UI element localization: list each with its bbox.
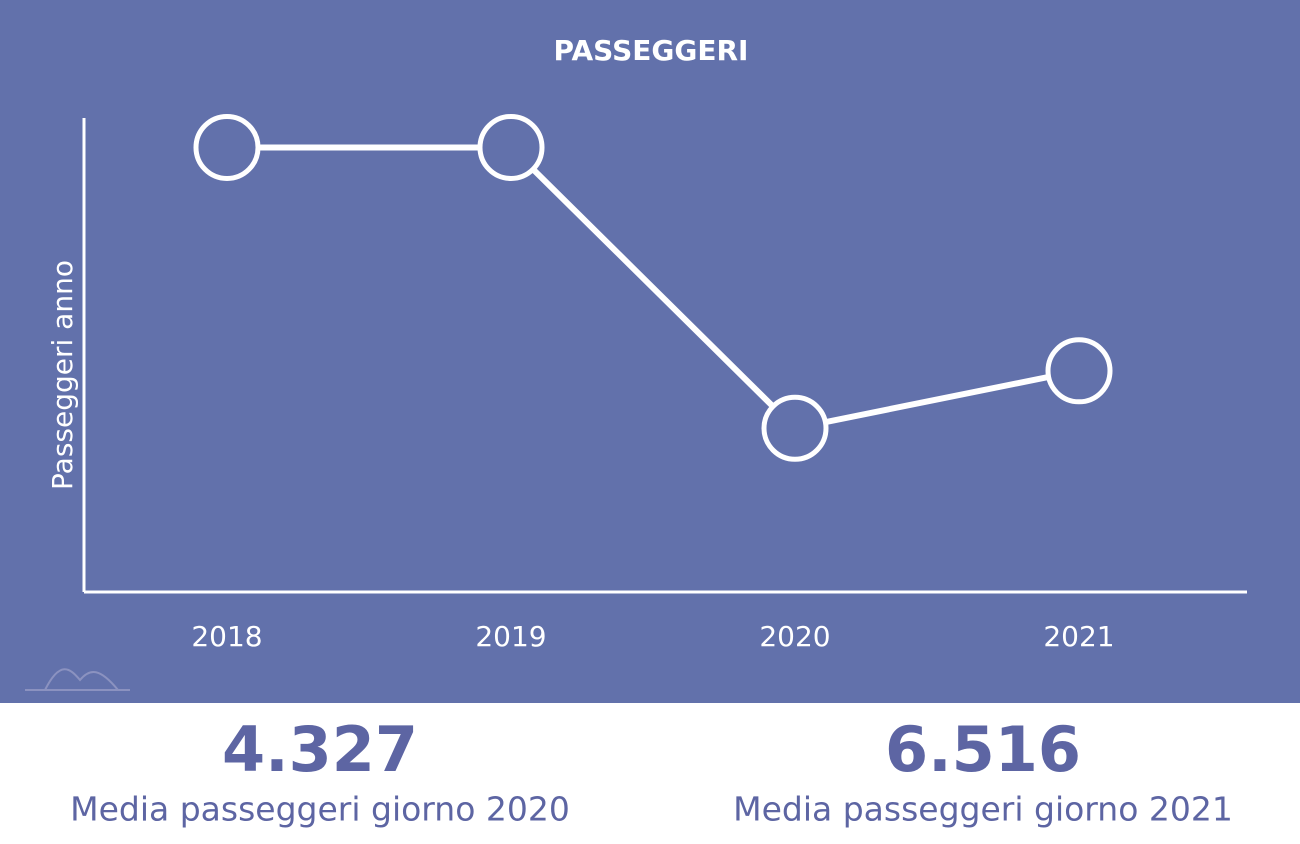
chart-title: PASSEGGERI <box>554 34 749 67</box>
point <box>761 394 829 462</box>
point <box>477 113 545 181</box>
x-tick-label: 2020 <box>759 620 830 653</box>
logo <box>25 668 130 691</box>
y-axis-label: Passeggeri anno <box>46 260 79 490</box>
point <box>193 113 261 181</box>
x-tick-label: 2021 <box>1043 620 1114 653</box>
stat-label: Media passeggeri giorno 2020 <box>70 790 570 829</box>
line <box>227 144 1080 432</box>
point <box>1045 337 1113 405</box>
stat-label: Media passeggeri giorno 2021 <box>733 790 1233 829</box>
x-tick-label: 2019 <box>475 620 546 653</box>
stat-value: 6.516 <box>885 713 1081 786</box>
x-tick-label: 2018 <box>191 620 262 653</box>
stat-value: 4.327 <box>222 713 418 786</box>
